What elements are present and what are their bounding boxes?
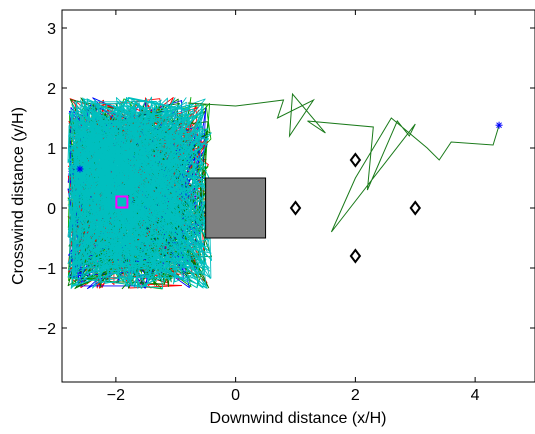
y-tick-label: 3: [47, 21, 56, 38]
y-tick-label: 0: [47, 201, 56, 218]
trajectory-bundle: [67, 96, 213, 290]
long-trajectory-line: [187, 92, 500, 233]
long-trajectory: [187, 92, 500, 233]
x-tick-label: 2: [351, 387, 360, 404]
start-marker: [495, 121, 503, 129]
start-marker: [76, 165, 84, 173]
x-tick-label: −2: [107, 387, 125, 404]
sensor-marker: [289, 200, 302, 216]
y-tick-label: −2: [38, 321, 56, 338]
x-tick-label: 4: [471, 387, 480, 404]
plot-content: [67, 92, 503, 290]
x-axis: −2 0 2 4: [107, 10, 480, 404]
markers: [76, 121, 503, 264]
obstacle-block: [205, 177, 267, 239]
star-stroke: [77, 166, 83, 172]
y-axis-label: Crosswind distance (y/H): [10, 107, 27, 285]
y-tick-label: 2: [47, 81, 56, 98]
sensor-marker: [349, 152, 362, 168]
plot-frame: [61, 9, 535, 383]
y-axis: −2 −1 0 1 2 3: [38, 21, 535, 338]
obstacle: [205, 177, 267, 239]
y-tick-label: 1: [47, 141, 56, 158]
y-tick-label: −1: [38, 261, 56, 278]
x-tick-label: 0: [231, 387, 240, 404]
source-marker: [115, 195, 129, 209]
star-stroke: [496, 122, 502, 129]
x-axis-label: Downwind distance (x/H): [210, 410, 387, 427]
trajectory-series-line: [67, 97, 212, 289]
sensor-marker: [409, 200, 422, 216]
sensor-marker: [349, 248, 362, 264]
